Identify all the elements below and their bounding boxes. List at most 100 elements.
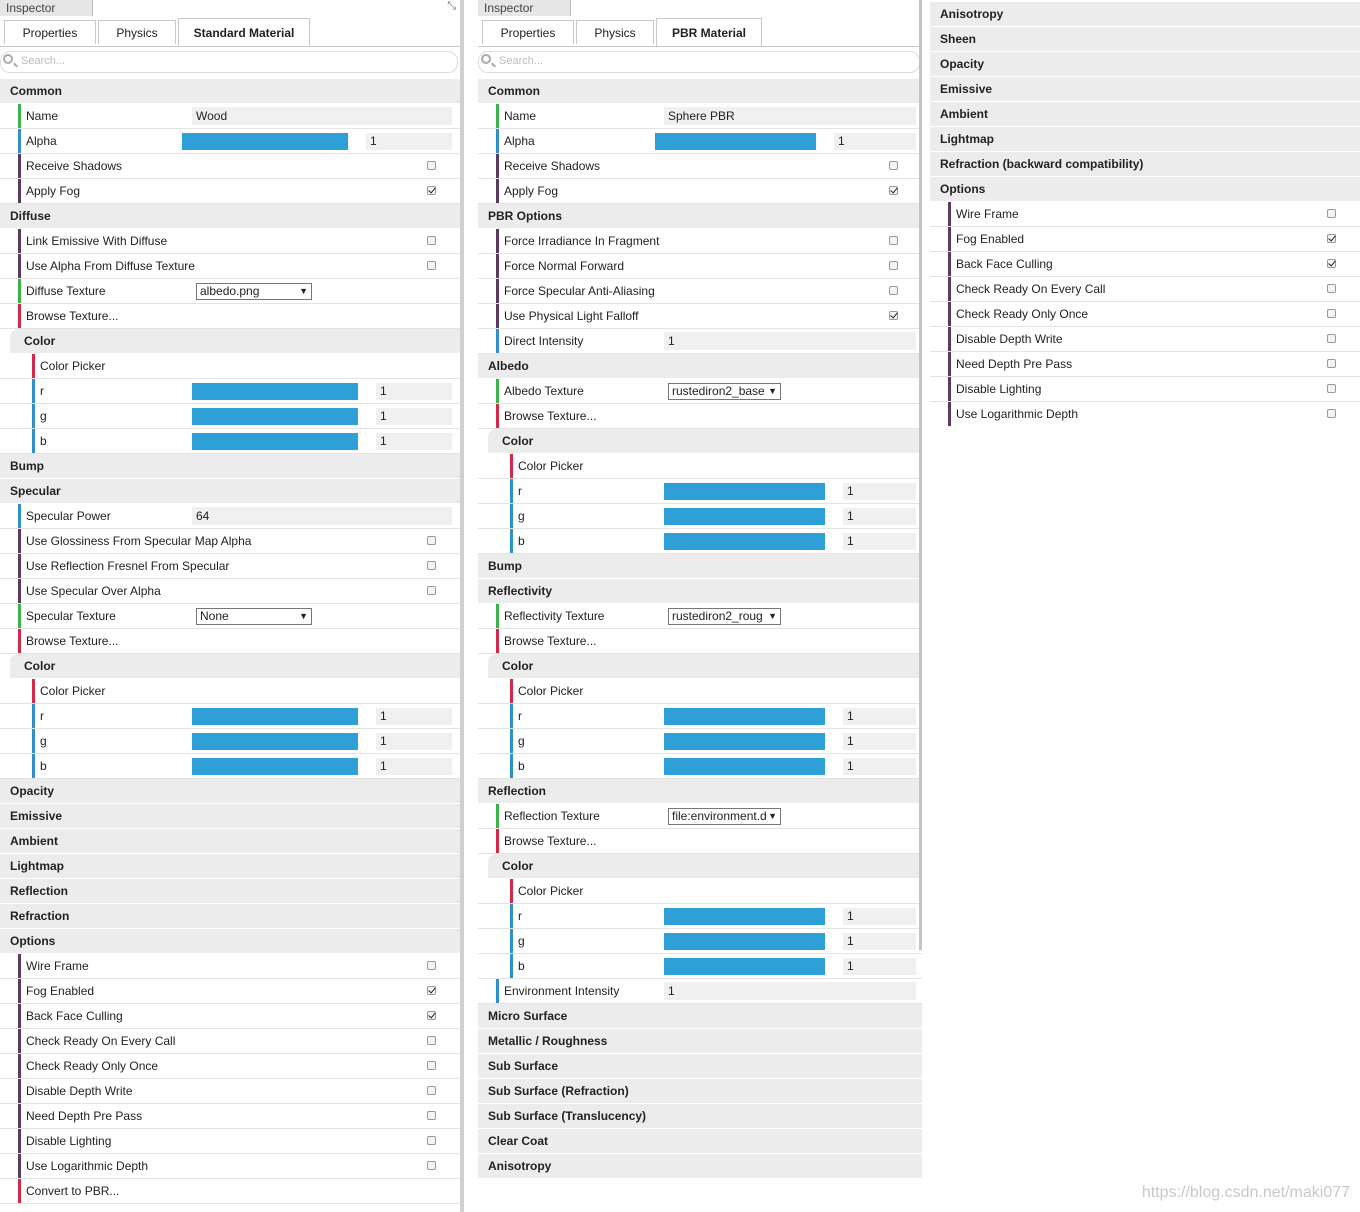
section-header-sheen[interactable]: Sheen (930, 27, 1360, 52)
texture-dropdown[interactable]: albedo.png ▼ (196, 283, 312, 300)
section-header-ambient[interactable]: Ambient (0, 829, 460, 854)
tab-standard-material[interactable]: Standard Material (178, 18, 310, 46)
section-header-reflectivity[interactable]: Reflectivity (478, 579, 922, 604)
checkbox[interactable] (1327, 209, 1336, 218)
property-row-browse-texture[interactable]: Browse Texture... (478, 629, 922, 654)
number-input[interactable]: 1 (843, 708, 916, 725)
checkbox[interactable] (1327, 334, 1336, 343)
checkbox[interactable] (427, 961, 436, 970)
number-input[interactable]: 1 (843, 483, 916, 500)
section-header-sub-surface[interactable]: Sub Surface (478, 1054, 922, 1079)
section-header-color[interactable]: Color (488, 854, 922, 879)
property-row-color-picker[interactable]: Color Picker (478, 679, 922, 704)
section-header-bump[interactable]: Bump (478, 554, 922, 579)
property-row-browse-texture[interactable]: Browse Texture... (478, 404, 922, 429)
section-header-refraction[interactable]: Refraction (0, 904, 460, 929)
number-input[interactable]: 1 (843, 958, 916, 975)
search-box[interactable] (478, 51, 920, 73)
checkbox-checked[interactable] (427, 186, 436, 195)
slider-track[interactable] (664, 508, 825, 525)
section-header-options[interactable]: Options (930, 177, 1360, 202)
slider-track[interactable] (664, 533, 825, 550)
search-box[interactable] (0, 51, 458, 73)
number-input[interactable]: 1 (376, 408, 452, 425)
slider-track[interactable] (192, 433, 358, 450)
section-header-opacity[interactable]: Opacity (930, 52, 1360, 77)
texture-dropdown[interactable]: file:environment.d ▼ (668, 808, 781, 825)
section-header-metallic-roughness[interactable]: Metallic / Roughness (478, 1029, 922, 1054)
slider-track[interactable] (664, 483, 825, 500)
checkbox[interactable] (1327, 384, 1336, 393)
checkbox[interactable] (427, 1136, 436, 1145)
slider-track[interactable] (664, 933, 825, 950)
text-input[interactable]: Sphere PBR (664, 107, 916, 125)
checkbox-checked[interactable] (427, 1011, 436, 1020)
section-header-emissive[interactable]: Emissive (0, 804, 460, 829)
texture-dropdown[interactable]: rustediron2_base ▼ (668, 383, 781, 400)
text-input[interactable]: 64 (192, 507, 452, 525)
slider-track[interactable] (192, 408, 358, 425)
search-input[interactable] (19, 54, 323, 68)
scrollbar[interactable] (919, 0, 922, 950)
number-input[interactable]: 1 (843, 508, 916, 525)
section-header-color[interactable]: Color (488, 654, 922, 679)
checkbox[interactable] (889, 286, 898, 295)
property-row-browse-texture[interactable]: Browse Texture... (0, 304, 460, 329)
checkbox-checked[interactable] (427, 986, 436, 995)
checkbox[interactable] (889, 261, 898, 270)
checkbox[interactable] (1327, 409, 1336, 418)
checkbox[interactable] (427, 161, 436, 170)
section-header-micro-surface[interactable]: Micro Surface (478, 1004, 922, 1029)
slider-track[interactable] (664, 758, 825, 775)
slider-track[interactable] (192, 708, 358, 725)
checkbox[interactable] (427, 1161, 436, 1170)
property-row-color-picker[interactable]: Color Picker (478, 454, 922, 479)
section-header-color[interactable]: Color (488, 429, 922, 454)
number-input[interactable]: 1 (843, 933, 916, 950)
number-input[interactable]: 1 (843, 533, 916, 550)
checkbox[interactable] (889, 236, 898, 245)
number-input[interactable]: 1 (376, 758, 452, 775)
tab-physics[interactable]: Physics (576, 20, 654, 44)
checkbox[interactable] (427, 561, 436, 570)
slider-track[interactable] (664, 733, 825, 750)
section-header-albedo[interactable]: Albedo (478, 354, 922, 379)
number-input[interactable]: 1 (366, 133, 452, 150)
property-row-browse-texture[interactable]: Browse Texture... (0, 629, 460, 654)
section-header-diffuse[interactable]: Diffuse (0, 204, 460, 229)
number-input[interactable]: 1 (843, 758, 916, 775)
section-header-common[interactable]: Common (478, 79, 922, 104)
number-input[interactable]: 1 (834, 133, 916, 150)
section-header-specular[interactable]: Specular (0, 479, 460, 504)
property-row-browse-texture[interactable]: Browse Texture... (478, 829, 922, 854)
checkbox[interactable] (427, 261, 436, 270)
property-row-convert-to-pbr[interactable]: Convert to PBR... (0, 1179, 460, 1204)
number-input[interactable]: 1 (376, 383, 452, 400)
section-header-refraction-backward-compatibility[interactable]: Refraction (backward compatibility) (930, 152, 1360, 177)
section-header-color[interactable]: Color (10, 329, 460, 354)
section-header-color[interactable]: Color (10, 654, 460, 679)
section-header-emissive[interactable]: Emissive (930, 77, 1360, 102)
checkbox-checked[interactable] (1327, 259, 1336, 268)
slider-track[interactable] (182, 133, 348, 150)
section-header-pbr-options[interactable]: PBR Options (478, 204, 922, 229)
checkbox-checked[interactable] (889, 186, 898, 195)
search-input[interactable] (497, 54, 801, 68)
property-row-color-picker[interactable]: Color Picker (478, 879, 922, 904)
section-header-reflection[interactable]: Reflection (478, 779, 922, 804)
checkbox[interactable] (1327, 309, 1336, 318)
number-input[interactable]: 1 (843, 908, 916, 925)
number-input[interactable]: 1 (843, 733, 916, 750)
checkbox[interactable] (427, 536, 436, 545)
number-input[interactable]: 1 (376, 708, 452, 725)
checkbox[interactable] (427, 1111, 436, 1120)
slider-track[interactable] (655, 133, 816, 150)
number-input[interactable]: 1 (376, 433, 452, 450)
tab-pbr-material[interactable]: PBR Material (656, 18, 762, 46)
slider-track[interactable] (664, 958, 825, 975)
checkbox-checked[interactable] (889, 311, 898, 320)
checkbox[interactable] (427, 1061, 436, 1070)
texture-dropdown[interactable]: rustediron2_roug ▼ (668, 608, 781, 625)
slider-track[interactable] (192, 383, 358, 400)
section-header-anisotropy[interactable]: Anisotropy (478, 1154, 922, 1179)
